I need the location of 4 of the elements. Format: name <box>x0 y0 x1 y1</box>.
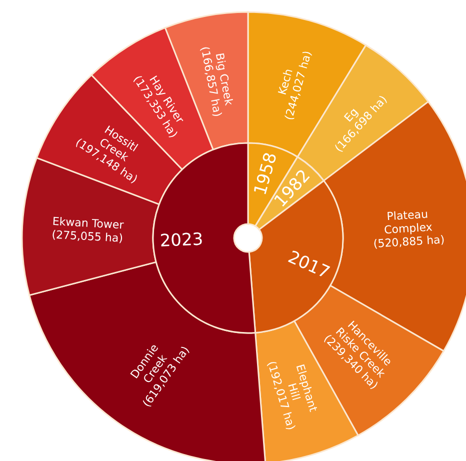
slice-label: 2023 <box>160 230 204 252</box>
slice-label: Plateau Complex <box>384 207 434 236</box>
slice-label: 2017 <box>284 247 332 284</box>
data-label: (275,055 ha) <box>51 228 124 244</box>
